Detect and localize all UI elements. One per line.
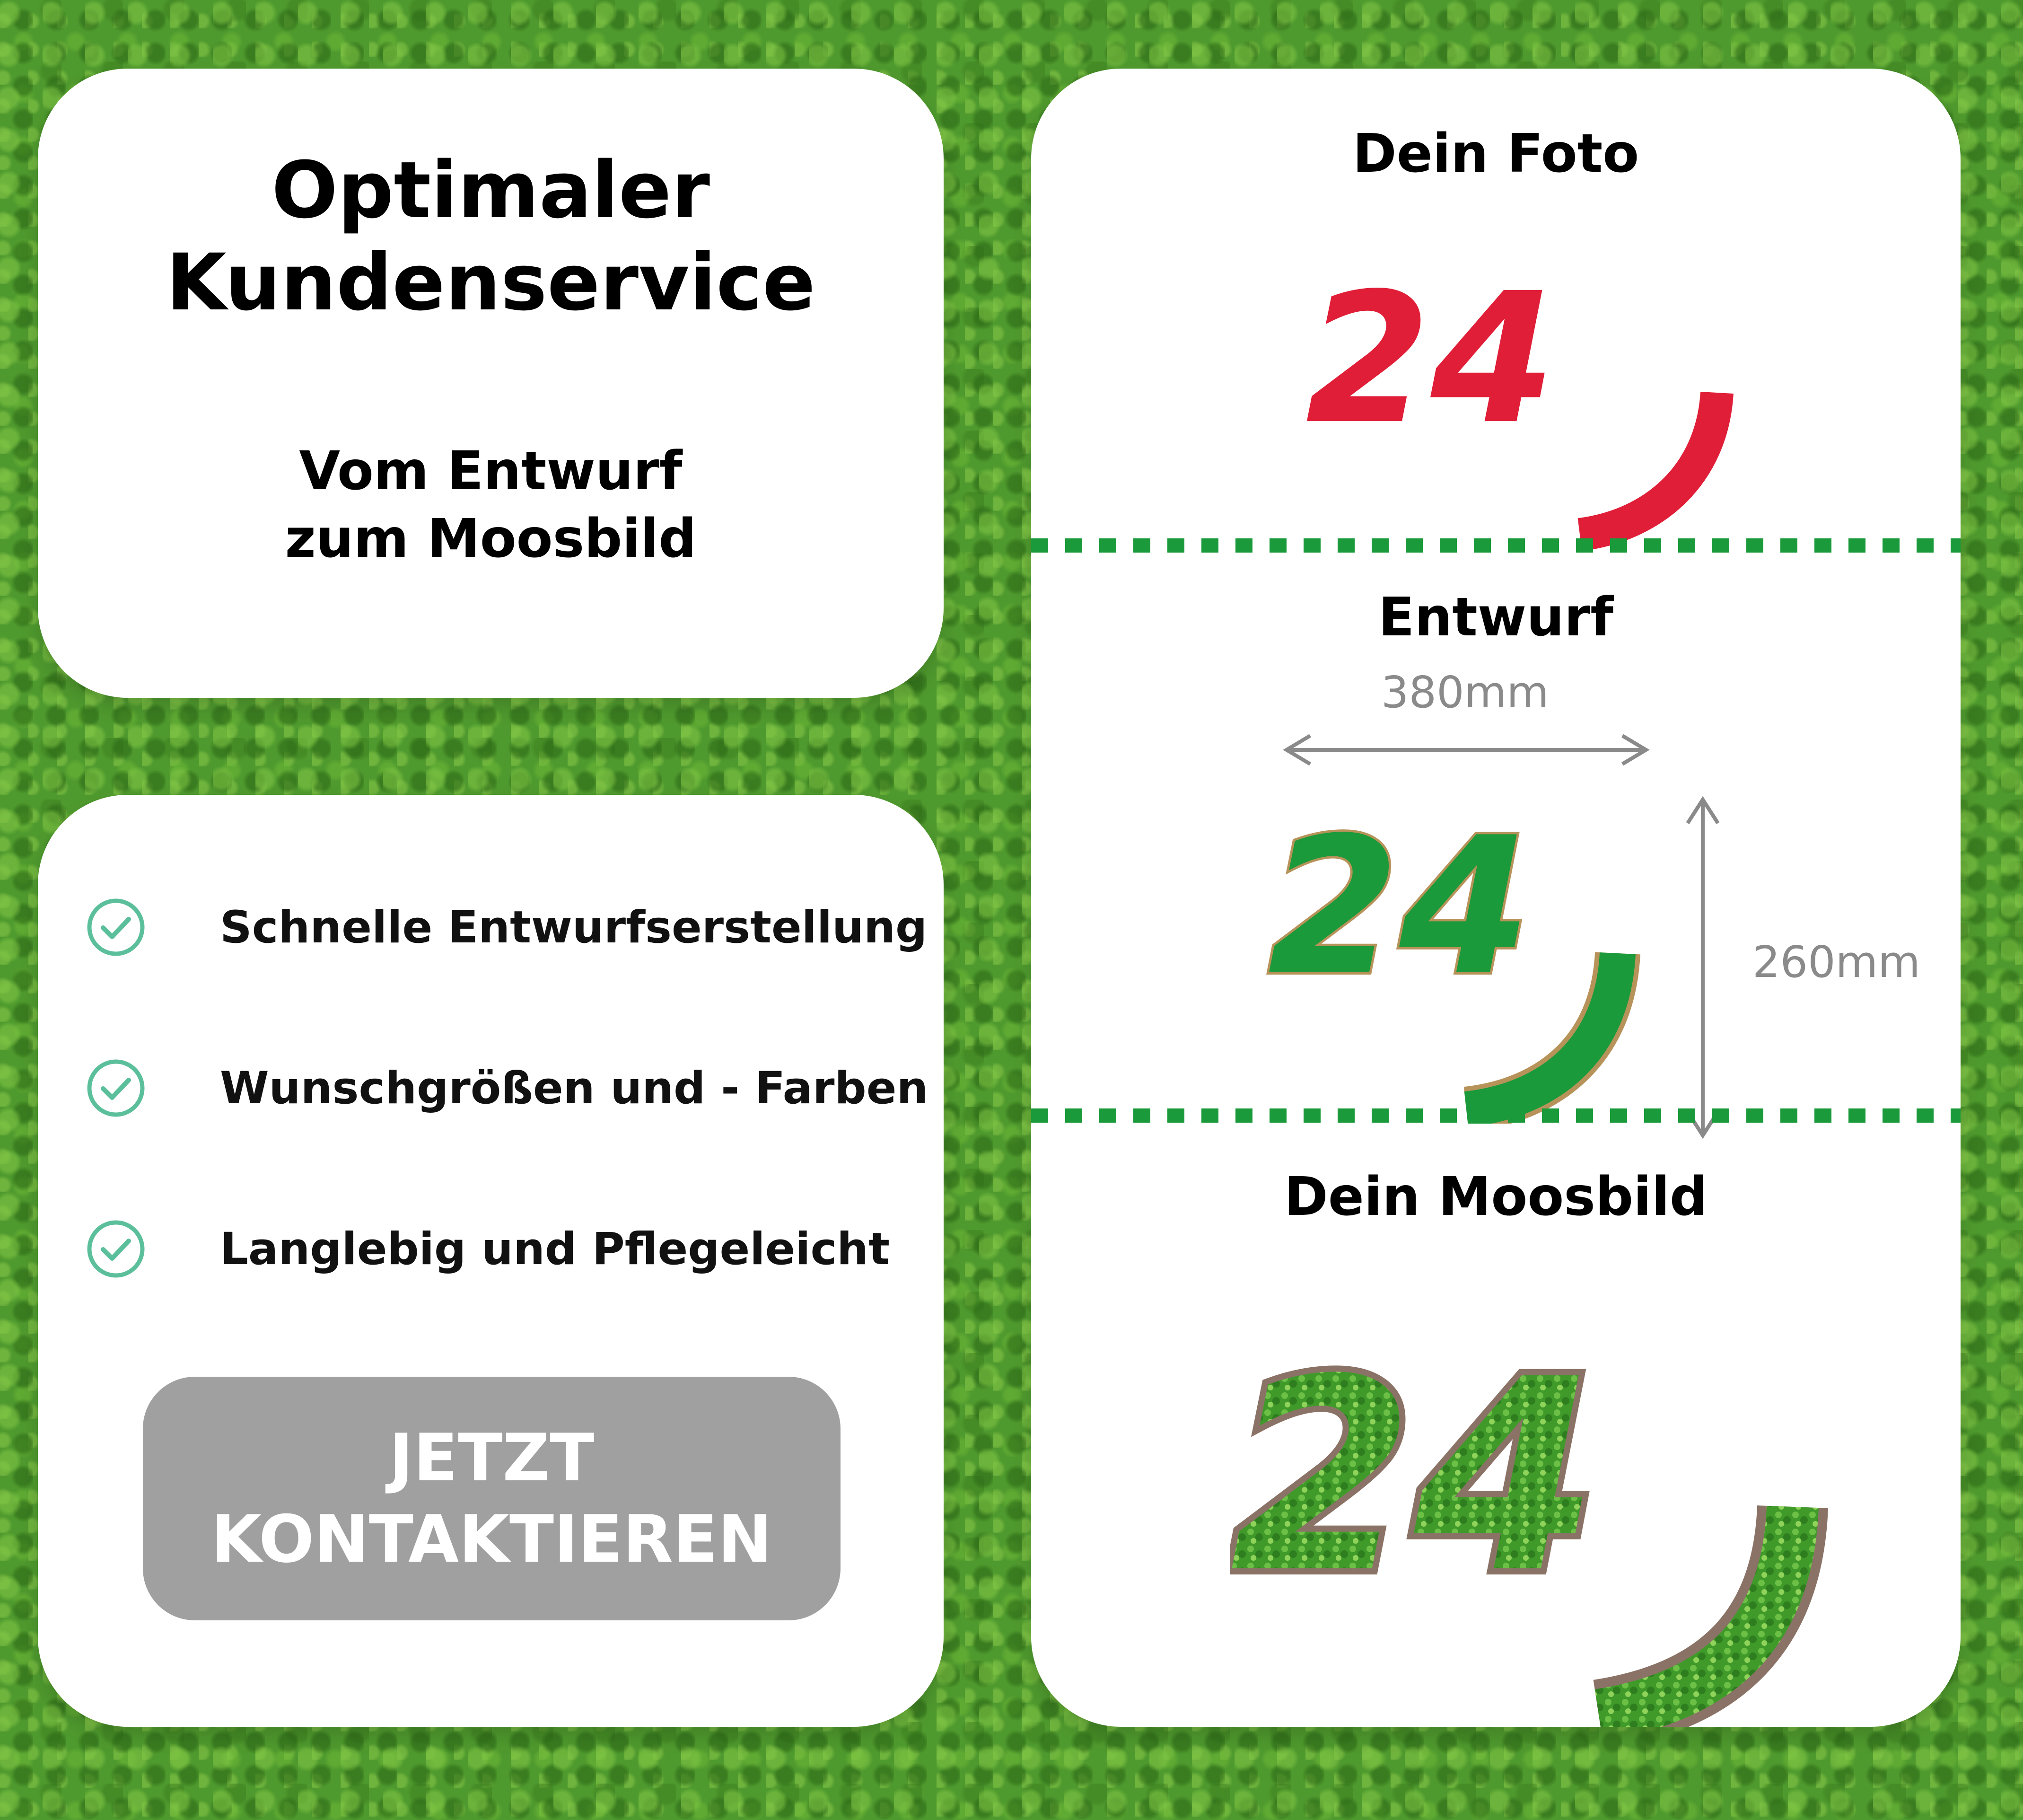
page-subtitle: Vom Entwurf zum Moosbild [285, 440, 697, 570]
check-circle-icon [87, 898, 145, 956]
draft-logo-text: 24 [1268, 797, 1531, 1017]
feature-label: Schnelle Entwurfserstellung [220, 901, 928, 953]
check-circle-icon [87, 1059, 145, 1117]
moss-logo-text: 24 [1230, 1323, 1598, 1631]
photo-logo-text: 24 [1305, 254, 1556, 464]
moss-logo: 24 [1230, 1317, 1828, 1727]
feature-item: Wunschgrößen und - Farben [85, 1055, 928, 1121]
feature-item: Langlebig und Pflegeleicht [85, 1216, 890, 1282]
width-arrow-icon [1283, 734, 1650, 766]
process-card: Dein Foto 24 Entwurf 380mm 260mm 24 Dein… [1031, 69, 1961, 1727]
draft-logo-swoosh [1464, 952, 1636, 1124]
photo-section-title: Dein Foto [1352, 123, 1639, 185]
title-card: Optimaler Kundenservice Vom Entwurf zum … [38, 69, 944, 698]
section-divider [1031, 1108, 1961, 1123]
moss-section-title: Dein Moosbild [1284, 1166, 1708, 1228]
width-dimension-label: 380mm [1381, 667, 1549, 718]
section-divider [1031, 538, 1961, 553]
photo-logo: 24 [1305, 254, 1734, 551]
height-dimension-label: 260mm [1752, 937, 1920, 987]
check-circle-icon [87, 1220, 145, 1278]
contact-button[interactable]: JETZT KONTAKTIEREN [143, 1377, 841, 1620]
feature-item: Schnelle Entwurfserstellung [85, 894, 927, 960]
height-arrow-icon [1686, 796, 1720, 1139]
feature-label: Wunschgrößen und - Farben [220, 1062, 928, 1114]
photo-logo-swoosh [1577, 391, 1734, 551]
feature-label: Langlebig und Pflegeleicht [220, 1223, 890, 1275]
moss-logo-swoosh [1594, 1505, 1819, 1727]
draft-section-title: Entwurf [1378, 587, 1613, 648]
features-card: Schnelle Entwurfserstellung Wunschgrößen… [38, 795, 944, 1727]
page-title: Optimaler Kundenservice [166, 145, 815, 328]
draft-logo: 24 [1265, 795, 1640, 1124]
